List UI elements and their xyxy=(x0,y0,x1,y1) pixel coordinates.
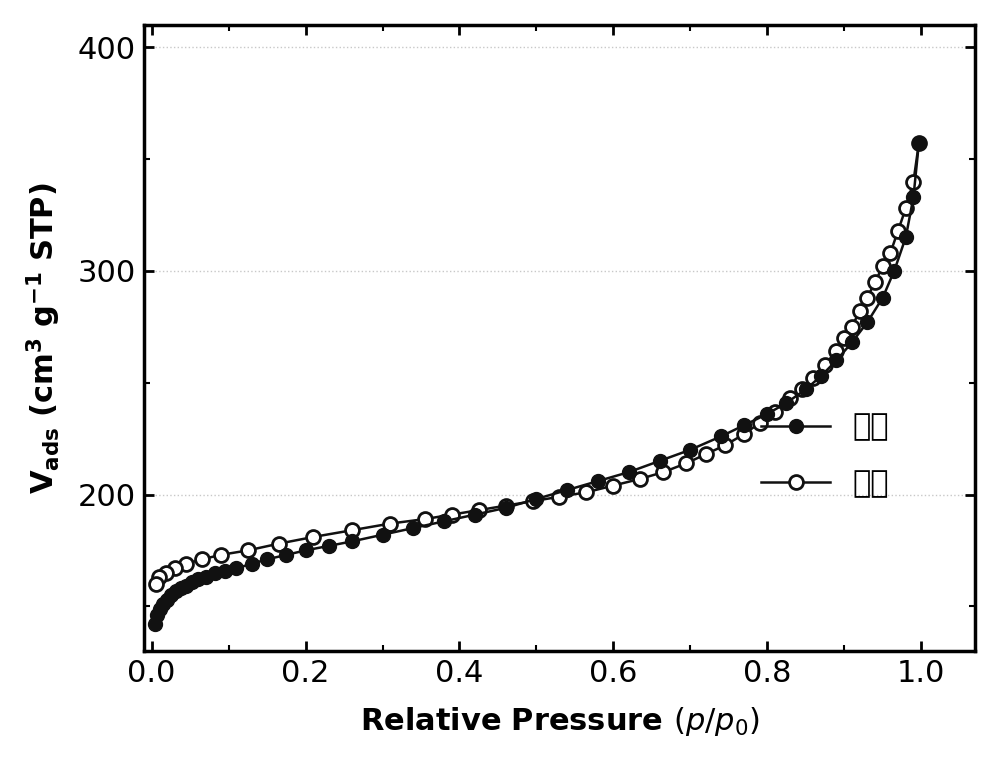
脱附 xyxy=(807,374,819,383)
吸附 xyxy=(900,233,912,242)
Line: 脱附: 脱附 xyxy=(149,137,926,591)
脱附 xyxy=(819,360,831,369)
脱附 xyxy=(784,394,796,403)
吸附 xyxy=(846,338,858,347)
脱附 xyxy=(877,262,889,271)
吸附 xyxy=(877,293,889,302)
X-axis label: $\mathbf{Relative\ Pressure}$ $\mathbf{\mathit{(p/p_0)}}$: $\mathbf{Relative\ Pressure}$ $\mathbf{\… xyxy=(360,705,759,738)
吸附 xyxy=(830,356,842,365)
脱附 xyxy=(738,430,750,439)
脱附 xyxy=(854,307,866,316)
吸附 xyxy=(913,139,925,148)
脱附 xyxy=(796,385,808,394)
脱附 xyxy=(846,322,858,331)
脱附 xyxy=(307,533,319,542)
吸附 xyxy=(738,420,750,430)
脱附 xyxy=(580,488,592,497)
吸附 xyxy=(151,610,163,620)
吸附 xyxy=(175,584,187,593)
吸附 xyxy=(149,620,161,629)
吸附 xyxy=(780,398,792,407)
脱附 xyxy=(196,555,208,564)
吸附 xyxy=(530,494,542,504)
脱附 xyxy=(607,481,619,490)
吸附 xyxy=(761,410,773,419)
脱附 xyxy=(913,139,925,148)
吸附 xyxy=(561,485,573,494)
脱附 xyxy=(553,492,565,501)
吸附 xyxy=(469,510,481,519)
脱附 xyxy=(419,514,431,523)
脱附 xyxy=(884,249,896,258)
脱附 xyxy=(769,407,781,417)
吸附 xyxy=(157,600,169,609)
吸附 xyxy=(154,604,166,613)
吸附 xyxy=(500,504,512,513)
脱附 xyxy=(169,564,181,573)
脱附 xyxy=(634,475,646,484)
吸附 xyxy=(192,575,204,584)
脱附 xyxy=(869,278,881,287)
吸附 xyxy=(161,595,173,604)
吸附 xyxy=(438,517,450,526)
Y-axis label: $\mathbf{V_{ads}}$ $\mathbf{(cm^3\ g^{-1}\ STP)}$: $\mathbf{V_{ads}}$ $\mathbf{(cm^3\ g^{-1… xyxy=(25,182,64,494)
脱附 xyxy=(838,333,850,343)
脱附 xyxy=(892,226,904,235)
吸附 xyxy=(715,432,727,441)
脱附 xyxy=(242,546,254,555)
吸附 xyxy=(800,385,812,394)
脱附 xyxy=(473,506,485,515)
吸附 xyxy=(323,541,335,550)
脱附 xyxy=(180,559,192,568)
吸附 xyxy=(261,555,273,564)
吸附 xyxy=(684,445,696,454)
脱附 xyxy=(446,510,458,519)
吸附 xyxy=(186,577,198,586)
吸附 xyxy=(377,530,389,539)
脱附 xyxy=(500,501,512,510)
吸附 xyxy=(592,477,604,486)
脱附 xyxy=(346,526,358,535)
吸附 xyxy=(165,591,177,600)
吸附 xyxy=(623,468,635,477)
吸附 xyxy=(861,317,873,327)
脱附 xyxy=(680,459,692,468)
脱附 xyxy=(700,449,712,459)
吸附 xyxy=(907,192,919,201)
脱附 xyxy=(754,418,766,427)
脱附 xyxy=(907,177,919,186)
脱附 xyxy=(160,568,172,578)
吸附 xyxy=(888,266,900,275)
吸附 xyxy=(815,372,827,381)
脱附 xyxy=(384,519,396,528)
Line: 吸附: 吸附 xyxy=(148,137,926,631)
脱附 xyxy=(861,293,873,302)
脱附 xyxy=(657,468,669,477)
吸附 xyxy=(246,559,258,568)
吸附 xyxy=(180,581,192,591)
吸附 xyxy=(300,546,312,555)
脱附 xyxy=(719,441,731,450)
吸附 xyxy=(200,573,212,582)
脱附 xyxy=(900,204,912,213)
脱附 xyxy=(150,579,162,588)
吸附 xyxy=(170,586,182,595)
吸附 xyxy=(280,550,292,559)
吸附 xyxy=(219,566,231,575)
吸附 xyxy=(654,456,666,465)
吸附 xyxy=(230,564,242,573)
脱附 xyxy=(830,347,842,356)
Legend: 吸附, 脱附: 吸附, 脱附 xyxy=(747,398,903,512)
脱附 xyxy=(273,539,285,549)
脱附 xyxy=(215,550,227,559)
脱附 xyxy=(527,497,539,506)
吸附 xyxy=(407,523,419,533)
脱附 xyxy=(153,573,165,582)
吸附 xyxy=(346,537,358,546)
吸附 xyxy=(209,568,221,578)
